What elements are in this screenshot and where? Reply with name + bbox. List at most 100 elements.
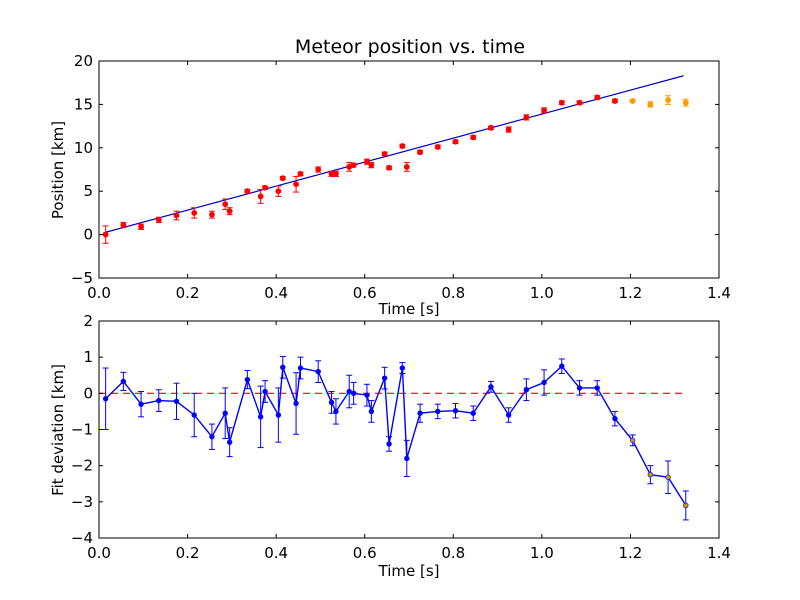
excluded-data-point xyxy=(665,97,671,103)
deviation-point xyxy=(209,434,215,440)
deviation-y-axis-label: Fit deviation [km] xyxy=(49,364,67,496)
y-tick-label: 1 xyxy=(83,348,93,366)
position-data-point xyxy=(403,163,410,170)
deviation-point xyxy=(541,379,547,386)
excluded-data-point xyxy=(629,98,636,104)
deviation-point xyxy=(222,410,228,416)
position-data-point xyxy=(558,99,565,106)
chart-title: Meteor position vs. time xyxy=(295,36,525,58)
position-data-point xyxy=(315,166,322,173)
deviation-point xyxy=(368,408,375,415)
excluded-data-point xyxy=(647,101,654,108)
x-tick-label: 1.4 xyxy=(707,284,731,302)
position-data-point xyxy=(262,184,268,191)
position-data-point xyxy=(279,175,286,182)
y-tick-label: −2 xyxy=(71,457,93,475)
position-data-point xyxy=(350,162,357,169)
position-data-point xyxy=(541,107,547,114)
y-tick-label: −4 xyxy=(71,529,93,547)
excluded-deviation-point xyxy=(647,472,654,478)
y-tick-label: −1 xyxy=(71,421,93,439)
x-tick-label: 1.4 xyxy=(707,544,731,562)
y-tick-label: 15 xyxy=(74,95,93,113)
deviation-point xyxy=(257,414,264,420)
position-data-point xyxy=(417,149,423,156)
deviation-point xyxy=(293,400,299,407)
y-tick-label: 2 xyxy=(83,312,93,330)
deviation-point xyxy=(244,376,251,383)
deviation-point xyxy=(226,439,233,445)
excluded-deviation-point xyxy=(683,502,689,509)
deviation-point xyxy=(399,365,406,371)
y-tick-label: −3 xyxy=(71,493,93,511)
position-plot-frame xyxy=(98,60,720,279)
position-data-point xyxy=(120,222,127,228)
deviation-point xyxy=(364,392,370,398)
x-tick-label: 1.0 xyxy=(530,284,554,302)
x-tick-label: 0.4 xyxy=(264,544,288,562)
deviation-point xyxy=(328,399,335,406)
deviation-point xyxy=(452,407,459,414)
position-data-point xyxy=(138,223,144,230)
position-data-point xyxy=(523,114,530,121)
deviation-y-ticks: −4 −3 −2 −1 0 1 2 xyxy=(71,312,719,547)
deviation-point xyxy=(381,375,388,381)
y-tick-label: −5 xyxy=(71,269,93,287)
position-data-point xyxy=(209,211,215,218)
deviation-x-axis-label: Time [s] xyxy=(378,562,440,580)
position-data-point xyxy=(293,181,299,188)
x-tick-label: 0.8 xyxy=(441,544,465,562)
position-data-point xyxy=(275,188,282,195)
position-data-point xyxy=(488,124,494,131)
x-tick-label: 0.8 xyxy=(441,284,465,302)
position-data-point xyxy=(576,99,583,106)
excluded-deviation-point xyxy=(665,474,671,480)
position-data-point xyxy=(381,150,388,157)
deviation-point xyxy=(275,412,282,418)
position-data-point xyxy=(173,212,180,219)
deviation-point xyxy=(488,384,494,390)
deviation-point xyxy=(435,408,441,415)
fit-line xyxy=(103,75,684,234)
deviation-point xyxy=(173,398,180,404)
x-tick-label: 0.0 xyxy=(87,284,111,302)
deviation-plot: 0.0 0.2 0.4 0.6 0.8 1.0 1.2 1.4 −4 −3 −2 −1 0 1 2 Tim… xyxy=(49,312,731,580)
deviation-point xyxy=(120,378,127,385)
x-tick-label: 0.6 xyxy=(353,544,377,562)
y-tick-label: 5 xyxy=(83,182,93,200)
y-tick-label: 0 xyxy=(83,226,93,244)
position-x-axis-label: Time [s] xyxy=(378,300,440,318)
deviation-point xyxy=(350,390,357,397)
excluded-data-point xyxy=(682,99,689,106)
deviation-point xyxy=(297,365,304,371)
position-data-point xyxy=(222,201,229,208)
x-tick-label: 1.2 xyxy=(618,284,642,302)
deviation-point xyxy=(315,368,321,375)
deviation-point xyxy=(612,415,618,422)
position-data-point xyxy=(386,164,392,171)
position-data-point xyxy=(333,170,339,177)
deviation-point xyxy=(505,412,512,418)
position-data-point xyxy=(470,134,477,141)
position-x-ticks: 0.0 0.2 0.4 0.6 0.8 1.0 1.2 1.4 xyxy=(87,61,731,302)
x-tick-label: 1.2 xyxy=(618,544,642,562)
deviation-point xyxy=(576,385,583,391)
x-tick-label: 0.6 xyxy=(353,284,377,302)
position-data-point xyxy=(244,188,251,195)
deviation-points xyxy=(102,355,689,521)
deviation-point xyxy=(523,387,530,393)
deviation-point xyxy=(191,412,197,418)
position-data-point xyxy=(452,138,459,145)
x-tick-label: 0.2 xyxy=(176,544,200,562)
position-data-point xyxy=(155,216,162,223)
y-tick-label: 20 xyxy=(74,52,93,70)
deviation-point xyxy=(156,397,162,404)
position-data-point xyxy=(297,170,304,177)
deviation-point xyxy=(470,410,476,416)
position-data-point xyxy=(594,94,601,101)
x-tick-label: 1.0 xyxy=(530,544,554,562)
position-data-point xyxy=(226,208,233,215)
deviation-x-ticks: 0.0 0.2 0.4 0.6 0.8 1.0 1.2 1.4 xyxy=(87,321,731,562)
deviation-point xyxy=(559,363,565,369)
deviation-point xyxy=(404,455,410,462)
